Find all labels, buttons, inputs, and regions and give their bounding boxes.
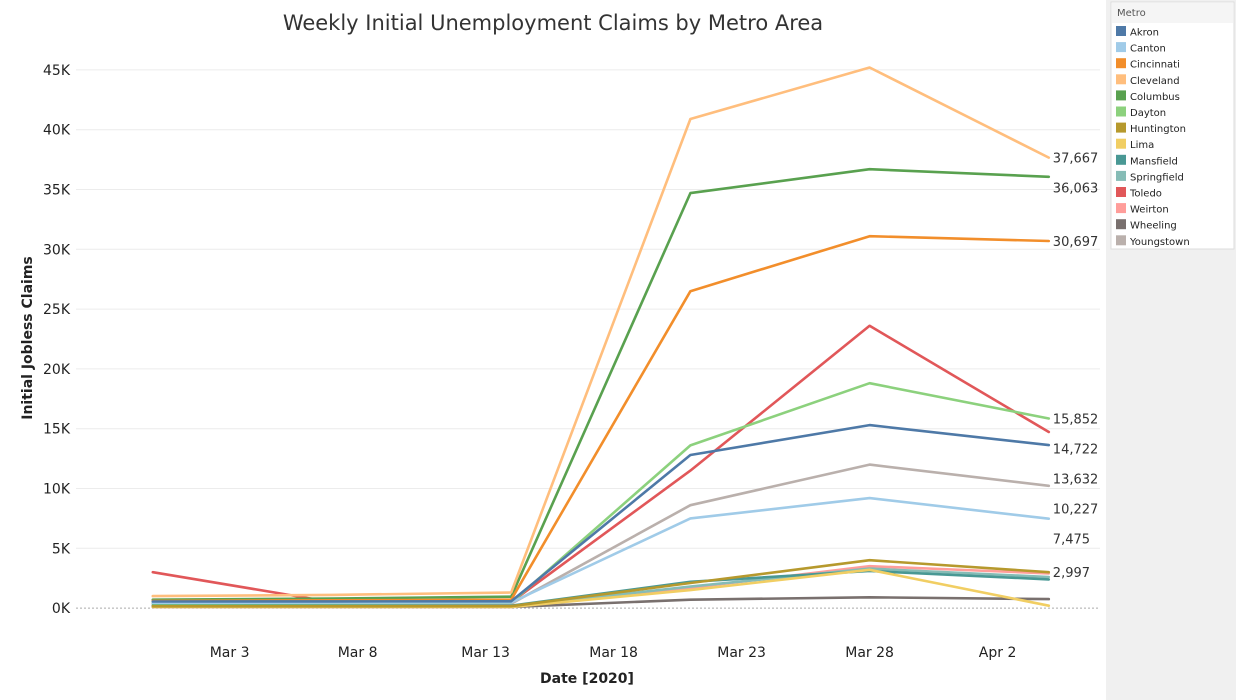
legend-item-akron[interactable]: Akron xyxy=(1116,26,1159,39)
legend-swatch xyxy=(1116,138,1126,149)
legend-label: Cleveland xyxy=(1130,76,1180,87)
y-tick-label: 35K xyxy=(43,183,71,199)
legend-swatch xyxy=(1116,106,1126,117)
legend-label: Columbus xyxy=(1130,92,1180,103)
legend-label: Canton xyxy=(1130,44,1166,55)
end-label-dayton: 15,852 xyxy=(1053,413,1099,428)
series-line-cincinnati[interactable] xyxy=(151,234,1051,603)
legend-label: Wheeling xyxy=(1130,221,1177,232)
x-tick-label: Mar 8 xyxy=(338,645,378,661)
gridlines xyxy=(76,69,1100,609)
legend[interactable]: Metro Akron Canton Cincinnati Cleveland Colu… xyxy=(1110,1,1235,250)
x-tick-label: Mar 23 xyxy=(717,645,766,661)
y-tick-label: 40K xyxy=(43,123,71,139)
legend-label: Springfield xyxy=(1130,172,1184,183)
y-tick-label: 45K xyxy=(43,63,71,79)
legend-item-toledo[interactable]: Toledo xyxy=(1116,187,1162,200)
legend-item-mansfield[interactable]: Mansfield xyxy=(1116,154,1178,168)
legend-item-dayton[interactable]: Dayton xyxy=(1116,106,1166,120)
end-label-cleveland: 37,667 xyxy=(1053,152,1099,167)
y-tick-label: 10K xyxy=(43,481,71,497)
legend-item-springfield[interactable]: Springfield xyxy=(1116,170,1184,184)
legend-swatch xyxy=(1116,235,1126,246)
series-line-akron[interactable] xyxy=(151,423,1051,603)
legend-item-wheeling[interactable]: Wheeling xyxy=(1116,219,1177,232)
legend-swatch xyxy=(1116,122,1126,133)
legend-label: Huntington xyxy=(1130,124,1186,135)
end-label-youngstown: 10,227 xyxy=(1053,503,1099,518)
chart-title: Weekly Initial Unemployment Claims by Me… xyxy=(283,11,823,35)
legend-swatch xyxy=(1116,58,1126,69)
legend-label: Youngstown xyxy=(1129,237,1190,248)
y-tick-label: 0K xyxy=(52,601,71,617)
end-label-akron: 13,632 xyxy=(1053,473,1099,488)
plot-area xyxy=(151,66,1051,609)
legend-swatch xyxy=(1116,154,1126,165)
legend-item-cincinnati[interactable]: Cincinnati xyxy=(1116,58,1180,71)
legend-item-cleveland[interactable]: Cleveland xyxy=(1116,74,1180,87)
legend-swatch xyxy=(1116,203,1126,214)
series-line-columbus[interactable] xyxy=(151,167,1051,602)
y-tick-label: 15K xyxy=(43,422,71,438)
series-line-cleveland[interactable] xyxy=(151,66,1051,598)
legend-swatch xyxy=(1116,187,1126,197)
y-tick-label: 30K xyxy=(43,242,71,258)
legend-title: Metro xyxy=(1117,8,1146,19)
y-tick-label: 25K xyxy=(43,302,71,318)
x-axis-title: Date [2020] xyxy=(540,671,634,687)
y-tick-label: 5K xyxy=(52,541,71,557)
legend-label: Mansfield xyxy=(1130,156,1178,167)
legend-swatch xyxy=(1116,219,1126,230)
series-line-canton[interactable] xyxy=(151,496,1051,605)
legend-label: Toledo xyxy=(1129,189,1162,200)
series-line-youngstown[interactable] xyxy=(151,463,1051,606)
end-label-toledo: 14,722 xyxy=(1053,443,1099,458)
x-tick-label: Mar 18 xyxy=(589,645,638,661)
y-axis: 0K 5K 10K 15K 20K 25K 30K 35K 40K 45K xyxy=(43,63,71,617)
legend-label: Cincinnati xyxy=(1130,60,1180,71)
legend-header xyxy=(1112,3,1233,23)
x-axis: Mar 3 Mar 8 Mar 13 Mar 18 Mar 23 Mar 28 Apr 2 xyxy=(210,645,1017,661)
end-label-columbus: 36,063 xyxy=(1053,182,1099,197)
legend-swatch xyxy=(1116,74,1126,85)
x-tick-label: Mar 13 xyxy=(461,645,510,661)
x-tick-label: Mar 3 xyxy=(210,645,250,661)
x-tick-label: Apr 2 xyxy=(979,645,1017,661)
legend-item-lima[interactable]: Lima xyxy=(1116,138,1154,152)
legend-item-weirton[interactable]: Weirton xyxy=(1116,203,1169,216)
legend-item-columbus[interactable]: Columbus xyxy=(1116,90,1180,103)
legend-swatch xyxy=(1116,42,1126,53)
legend-label: Akron xyxy=(1130,28,1159,39)
legend-label: Dayton xyxy=(1130,108,1166,119)
legend-item-huntington[interactable]: Huntington xyxy=(1116,122,1186,136)
series-line-toledo[interactable] xyxy=(151,324,1051,604)
y-tick-label: 20K xyxy=(43,362,71,378)
legend-label: Lima xyxy=(1130,140,1154,151)
end-label-huntington: 2,997 xyxy=(1053,566,1090,581)
legend-swatch xyxy=(1116,170,1126,181)
series-line-huntington[interactable] xyxy=(151,558,1051,608)
x-tick-label: Mar 28 xyxy=(845,645,894,661)
end-label-cincinnati: 30,697 xyxy=(1053,235,1099,250)
end-labels: 37,667 36,063 30,697 15,852 14,722 13,632 10,2… xyxy=(1053,152,1099,582)
legend-swatch xyxy=(1116,26,1126,36)
y-axis-title: Initial Jobless Claims xyxy=(20,256,36,420)
end-label-canton: 7,475 xyxy=(1053,533,1090,548)
legend-item-youngstown[interactable]: Youngstown xyxy=(1116,235,1190,248)
legend-label: Weirton xyxy=(1130,205,1169,216)
legend-swatch xyxy=(1116,90,1126,101)
legend-item-canton[interactable]: Canton xyxy=(1116,42,1166,55)
legend-box xyxy=(1110,1,1235,250)
